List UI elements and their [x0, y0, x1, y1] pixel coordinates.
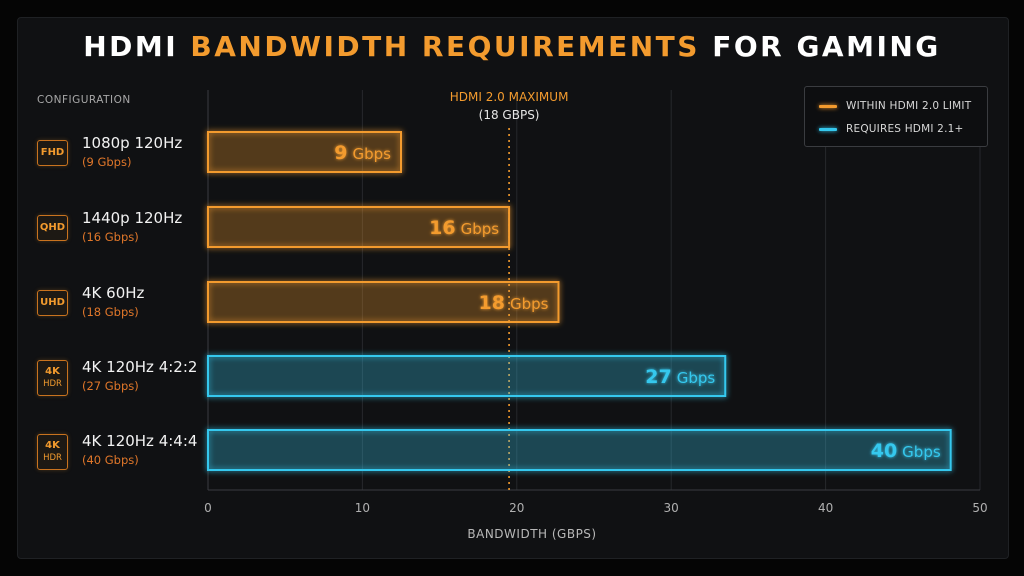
badge-text: HDR — [43, 453, 62, 463]
reference-line-label: HDMI 2.0 MAXIMUM — [450, 90, 569, 104]
x-axis-title: BANDWIDTH (GBPS) — [467, 527, 596, 541]
bar-value-label-5: 40 Gbps — [871, 440, 941, 462]
badge-text: UHD — [40, 297, 65, 308]
configuration-name: 1080p 120Hz — [82, 134, 183, 152]
x-tick-label-50: 50 — [972, 501, 987, 515]
bar-value-label-3: 18 Gbps — [479, 292, 549, 314]
configuration-name: 1440p 120Hz — [82, 209, 183, 227]
x-tick-label-20: 20 — [509, 501, 524, 515]
legend-swatch-cyan — [819, 127, 837, 131]
x-tick-label-30: 30 — [664, 501, 679, 515]
resolution-badge: 4K HDR — [37, 434, 68, 470]
bar-2 — [207, 206, 511, 248]
configuration-name: 4K 60Hz — [82, 284, 145, 302]
title-part-gaming: FOR GAMING — [699, 30, 941, 63]
configuration-bandwidth: (40 Gbps) — [82, 453, 139, 467]
configuration-bandwidth: (9 Gbps) — [82, 155, 132, 169]
x-tick-label-0: 0 — [204, 501, 212, 515]
configuration-row: UHD 4K 60Hz (18 Gbps) — [37, 280, 207, 330]
configuration-bandwidth: (18 Gbps) — [82, 305, 139, 319]
resolution-badge: QHD — [37, 215, 68, 241]
configuration-bandwidth: (27 Gbps) — [82, 379, 139, 393]
configuration-name: 4K 120Hz 4:2:2 — [82, 358, 198, 376]
configuration-row: 4K HDR 4K 120Hz 4:4:4 (40 Gbps) — [37, 428, 207, 478]
title-part-hdmi: HDMI — [83, 30, 191, 63]
reference-line-sublabel: (18 GBPS) — [479, 108, 540, 122]
title-part-highlight: BANDWIDTH REQUIREMENTS — [190, 30, 700, 63]
legend-label-within: WITHIN HDMI 2.0 LIMIT — [846, 100, 972, 112]
bar-5 — [207, 429, 952, 471]
configuration-bandwidth: (16 Gbps) — [82, 230, 139, 244]
x-tick-label-40: 40 — [818, 501, 833, 515]
badge-text: 4K — [45, 366, 60, 377]
resolution-badge: 4K HDR — [37, 360, 68, 396]
legend-label-requires: REQUIRES HDMI 2.1+ — [846, 123, 964, 135]
bar-1 — [207, 131, 402, 173]
bar-value-label-4: 27 Gbps — [645, 366, 715, 388]
badge-text: FHD — [40, 147, 65, 158]
resolution-badge: FHD — [37, 140, 68, 166]
chart-title: HDMI BANDWIDTH REQUIREMENTS FOR GAMING — [0, 30, 1024, 63]
bar-4 — [207, 355, 727, 397]
bar-value-label-2: 16 Gbps — [429, 217, 499, 239]
configuration-row: 4K HDR 4K 120Hz 4:2:2 (27 Gbps) — [37, 354, 207, 404]
legend-swatch-orange — [819, 104, 837, 108]
resolution-badge: UHD — [37, 290, 68, 316]
configuration-header: CONFIGURATION — [37, 94, 131, 106]
configuration-row: QHD 1440p 120Hz (16 Gbps) — [37, 205, 207, 255]
legend-item-requires: REQUIRES HDMI 2.1+ — [819, 122, 963, 136]
badge-text: HDR — [43, 379, 62, 389]
bar-3 — [207, 281, 560, 323]
configuration-name: 4K 120Hz 4:4:4 — [82, 432, 198, 450]
configuration-row: FHD 1080p 120Hz (9 Gbps) — [37, 130, 207, 180]
badge-text: QHD — [39, 222, 66, 233]
legend: WITHIN HDMI 2.0 LIMIT REQUIRES HDMI 2.1+ — [804, 86, 988, 147]
badge-text: 4K — [45, 440, 60, 451]
legend-item-within: WITHIN HDMI 2.0 LIMIT — [819, 99, 971, 113]
x-tick-label-10: 10 — [355, 501, 370, 515]
bar-value-label-1: 9 Gbps — [334, 142, 391, 164]
